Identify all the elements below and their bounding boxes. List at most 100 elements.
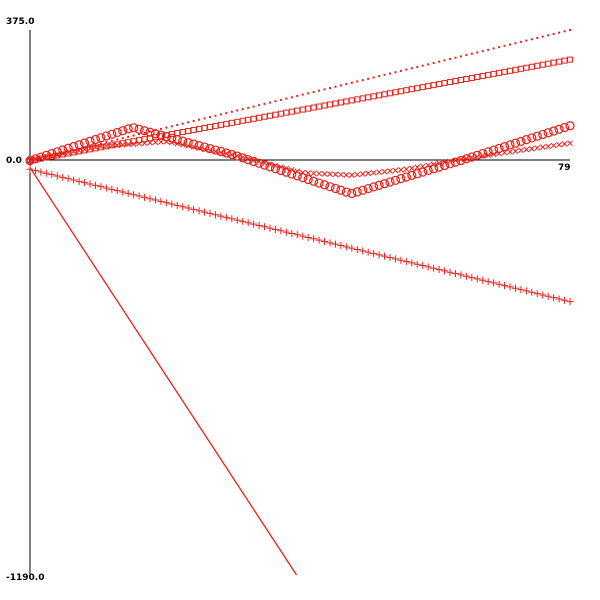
dot-marker	[132, 134, 135, 137]
square-marker	[245, 116, 252, 123]
series-dot	[29, 29, 571, 162]
circle-marker	[101, 131, 111, 141]
plus-marker	[506, 283, 514, 291]
plus-marker	[451, 270, 459, 278]
x-marker	[556, 141, 562, 148]
circle-marker	[298, 173, 308, 183]
square-marker	[305, 105, 312, 112]
dot-marker	[405, 68, 408, 71]
x-marker	[370, 169, 377, 176]
x-marker	[348, 172, 355, 179]
circle-marker	[199, 142, 210, 152]
dot-marker	[421, 64, 424, 67]
dot-marker	[209, 116, 211, 119]
square-marker	[267, 112, 273, 119]
x-marker	[141, 140, 148, 146]
square-marker	[228, 119, 235, 126]
plus-marker	[222, 213, 230, 221]
square-marker	[343, 98, 350, 105]
plus-marker	[26, 165, 34, 173]
dot-marker	[50, 154, 53, 157]
plus-marker	[261, 223, 269, 231]
x-marker	[550, 142, 557, 149]
dot-marker	[492, 47, 495, 50]
square-marker	[534, 62, 541, 69]
x-marker	[408, 165, 415, 172]
plus-marker	[31, 167, 39, 175]
circle-marker	[532, 131, 542, 141]
x-marker	[419, 163, 426, 170]
dot-marker	[427, 63, 430, 66]
plus-marker	[86, 180, 94, 188]
x-marker	[283, 165, 290, 172]
plus-marker	[435, 266, 443, 274]
plus-marker	[375, 251, 383, 259]
x-marker	[201, 146, 208, 153]
plus-marker	[81, 179, 89, 187]
square-marker	[507, 67, 513, 74]
circle-marker	[472, 150, 482, 160]
circle-marker	[254, 158, 264, 168]
x-marker	[239, 154, 246, 161]
circle-marker	[516, 136, 526, 146]
dot-marker	[350, 81, 353, 84]
plus-marker	[517, 286, 525, 294]
circle-marker	[118, 126, 128, 136]
plus-marker	[391, 255, 399, 263]
square-marker	[387, 90, 393, 97]
square-marker	[337, 99, 344, 106]
circle-marker	[167, 133, 177, 143]
x-marker	[234, 153, 241, 159]
dot-marker	[525, 39, 528, 42]
x-marker	[359, 171, 366, 177]
y-tick-min: -1190.0	[6, 573, 44, 583]
plus-marker	[42, 169, 50, 177]
dot-marker	[89, 145, 91, 148]
x-marker	[81, 146, 88, 153]
circle-marker	[538, 129, 548, 140]
circle-marker	[145, 127, 155, 137]
dot-marker	[159, 127, 162, 130]
x-marker	[414, 164, 421, 171]
x-marker	[108, 142, 115, 149]
dot-marker	[99, 142, 102, 145]
circle-marker	[396, 174, 406, 184]
plus-marker	[566, 298, 574, 306]
x-marker	[561, 141, 568, 147]
dot-marker	[536, 36, 539, 39]
circle-marker	[309, 176, 319, 186]
dot-marker	[569, 29, 571, 31]
plus-marker	[370, 250, 378, 258]
plus-marker	[511, 284, 519, 292]
circle-marker	[510, 138, 521, 148]
dot-marker	[498, 46, 501, 49]
x-marker	[441, 159, 448, 166]
dot-marker	[323, 88, 326, 91]
x-marker	[174, 140, 181, 147]
x-marker	[545, 143, 552, 150]
series-plus	[26, 165, 574, 306]
x-marker	[528, 145, 535, 152]
dot-marker	[465, 54, 468, 57]
dot-marker	[138, 133, 141, 136]
square-marker	[517, 65, 524, 72]
x-marker	[436, 160, 442, 167]
circle-marker	[369, 182, 379, 192]
square-marker	[272, 111, 279, 118]
x-marker	[523, 146, 530, 153]
dot-marker	[203, 117, 206, 120]
circle-marker	[407, 170, 417, 180]
plus-marker	[195, 207, 203, 215]
square-marker	[512, 66, 519, 73]
dot-marker	[192, 120, 195, 123]
series-layer	[25, 29, 575, 576]
plus-marker	[331, 240, 339, 248]
x-marker	[130, 141, 137, 147]
x-marker	[507, 149, 513, 155]
x-marker	[376, 169, 382, 176]
x-marker	[468, 154, 475, 161]
circle-marker	[134, 124, 144, 134]
dot-marker	[290, 96, 293, 99]
x-marker	[212, 148, 219, 155]
x-marker	[168, 139, 175, 146]
